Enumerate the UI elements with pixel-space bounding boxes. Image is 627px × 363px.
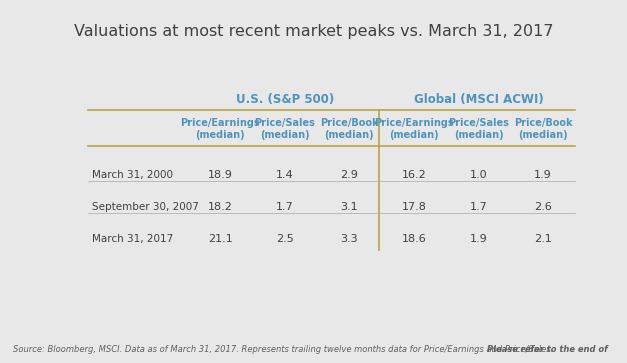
Text: Global (MSCI ACWI): Global (MSCI ACWI) xyxy=(414,93,544,106)
Text: Price/Sales
(median): Price/Sales (median) xyxy=(254,118,315,140)
Text: 16.2: 16.2 xyxy=(401,170,426,180)
Text: 2.9: 2.9 xyxy=(340,170,358,180)
Text: 1.9: 1.9 xyxy=(534,170,552,180)
Text: Price/Book
(median): Price/Book (median) xyxy=(514,118,572,140)
Text: 2.5: 2.5 xyxy=(276,234,293,244)
Text: 17.8: 17.8 xyxy=(401,202,426,212)
Text: Source: Bloomberg, MSCI. Data as of March 31, 2017. Represents trailing twelve m: Source: Bloomberg, MSCI. Data as of Marc… xyxy=(13,345,553,354)
Text: 1.7: 1.7 xyxy=(470,202,487,212)
Text: Price/Earnings
(median): Price/Earnings (median) xyxy=(180,118,260,140)
Text: 18.6: 18.6 xyxy=(401,234,426,244)
Text: 1.9: 1.9 xyxy=(470,234,487,244)
Text: March 31, 2017: March 31, 2017 xyxy=(92,234,173,244)
Text: September 30, 2007: September 30, 2007 xyxy=(92,202,199,212)
Text: 18.9: 18.9 xyxy=(208,170,233,180)
Text: 21.1: 21.1 xyxy=(208,234,233,244)
Text: 2.1: 2.1 xyxy=(534,234,552,244)
Text: 3.3: 3.3 xyxy=(340,234,358,244)
Text: 18.2: 18.2 xyxy=(208,202,233,212)
Text: Please refer to the end of: Please refer to the end of xyxy=(487,345,608,354)
Text: 1.4: 1.4 xyxy=(276,170,293,180)
Text: U.S. (S&P 500): U.S. (S&P 500) xyxy=(236,93,334,106)
Text: 2.6: 2.6 xyxy=(534,202,552,212)
Text: Valuations at most recent market peaks vs. March 31, 2017: Valuations at most recent market peaks v… xyxy=(74,24,553,38)
Text: March 31, 2000: March 31, 2000 xyxy=(92,170,173,180)
Text: Price/Book
(median): Price/Book (median) xyxy=(320,118,379,140)
Text: 1.0: 1.0 xyxy=(470,170,487,180)
Text: 3.1: 3.1 xyxy=(340,202,358,212)
Text: Price/Earnings
(median): Price/Earnings (median) xyxy=(374,118,454,140)
Text: Price/Sales
(median): Price/Sales (median) xyxy=(448,118,509,140)
Text: 1.7: 1.7 xyxy=(276,202,293,212)
